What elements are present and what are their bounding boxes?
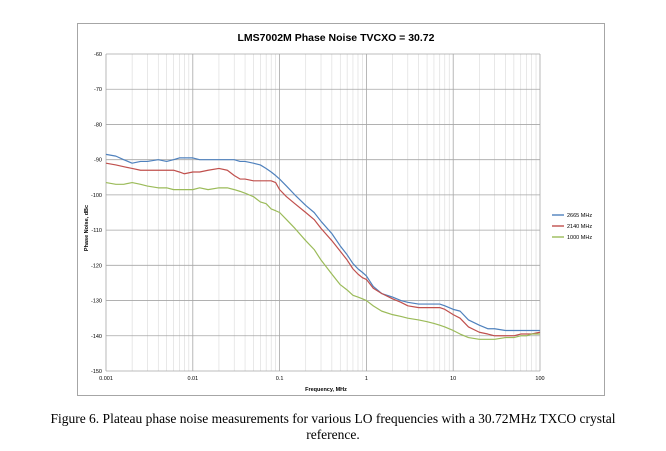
caption-line-2: reference. (306, 427, 360, 442)
legend-label-2140-mhz: 2140 MHz (567, 224, 592, 230)
y-tick-label: -100 (91, 193, 102, 199)
series-line-1000-mhz (105, 181, 540, 340)
y-tick-label: -110 (91, 228, 102, 234)
legend: 2665 MHz 2140 MHz 1000 MHz (552, 213, 592, 241)
x-axis-ticks: 0.001 0.01 0.1 1 10 100 (99, 376, 544, 382)
x-tick-label: 0.001 (99, 376, 113, 382)
series-lines (105, 153, 541, 340)
x-tick-label: 1 (365, 376, 368, 382)
x-tick-label: 10 (450, 376, 456, 382)
y-tick-label: -70 (94, 87, 102, 93)
x-tick-label: 0.01 (187, 376, 198, 382)
legend-label-2665-mhz: 2665 MHz (567, 213, 592, 219)
x-tick-label: 100 (535, 376, 544, 382)
x-axis-label: Frequency, MHz (305, 387, 347, 393)
y-tick-label: -120 (91, 263, 102, 269)
y-tick-label: -80 (94, 122, 102, 128)
x-tick-label: 0.1 (276, 376, 284, 382)
y-tick-label: -90 (94, 158, 102, 164)
chart-frame: -60 -70 -80 -90 -100 -110 -120 -130 -140 -150 0.0… (77, 23, 605, 396)
figure-caption: Figure 6. Plateau phase noise measuremen… (0, 411, 666, 443)
caption-line-1: Figure 6. Plateau phase noise measuremen… (50, 411, 616, 426)
series-line-2140-mhz (105, 162, 541, 337)
y-axis-label: Phase Noise, dBc (84, 205, 90, 251)
y-tick-label: -60 (94, 52, 102, 58)
y-axis-ticks: -60 -70 -80 -90 -100 -110 -120 -130 -140 -150 (91, 52, 102, 375)
chart-title: LMS7002M Phase Noise TVCXO = 30.72 (238, 32, 435, 44)
series-line-2665-mhz (105, 153, 540, 332)
grid-lines (105, 53, 541, 372)
legend-label-1000-mhz: 1000 MHz (567, 235, 592, 241)
y-tick-label: -130 (91, 299, 102, 305)
y-tick-label: -150 (91, 369, 102, 375)
y-tick-label: -140 (91, 334, 102, 340)
phase-noise-chart: -60 -70 -80 -90 -100 -110 -120 -130 -140 -150 0.0… (84, 32, 592, 393)
